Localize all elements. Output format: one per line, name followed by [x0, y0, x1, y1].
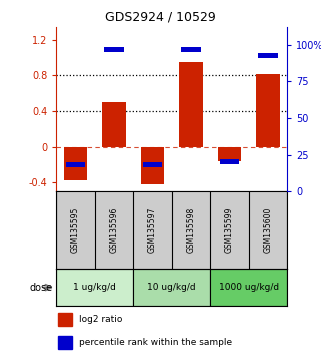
- Bar: [141, 147, 164, 184]
- Bar: [258, 53, 278, 58]
- Bar: [181, 47, 201, 52]
- Bar: [66, 162, 85, 167]
- Text: GSM135595: GSM135595: [71, 207, 80, 253]
- Bar: [56, 269, 133, 306]
- Bar: [133, 269, 210, 306]
- Text: percentile rank within the sample: percentile rank within the sample: [79, 338, 232, 347]
- Bar: [210, 269, 287, 306]
- Text: GSM135599: GSM135599: [225, 207, 234, 253]
- Text: 1000 ug/kg/d: 1000 ug/kg/d: [219, 283, 279, 292]
- Bar: [58, 313, 72, 326]
- Text: 10 ug/kg/d: 10 ug/kg/d: [147, 283, 196, 292]
- Text: GSM135597: GSM135597: [148, 207, 157, 253]
- Bar: [220, 159, 239, 164]
- Bar: [64, 147, 87, 181]
- Text: dose: dose: [30, 282, 53, 293]
- Text: 1 ug/kg/d: 1 ug/kg/d: [73, 283, 116, 292]
- Text: log2 ratio: log2 ratio: [79, 315, 123, 324]
- Bar: [256, 74, 280, 147]
- Text: GSM135600: GSM135600: [264, 207, 273, 253]
- Bar: [218, 147, 241, 161]
- Text: GSM135598: GSM135598: [187, 207, 195, 253]
- Bar: [102, 102, 126, 147]
- Bar: [58, 336, 72, 349]
- Text: GSM135596: GSM135596: [109, 207, 118, 253]
- Bar: [179, 62, 203, 147]
- Bar: [143, 162, 162, 167]
- Text: GDS2924 / 10529: GDS2924 / 10529: [105, 10, 216, 23]
- Bar: [104, 47, 124, 52]
